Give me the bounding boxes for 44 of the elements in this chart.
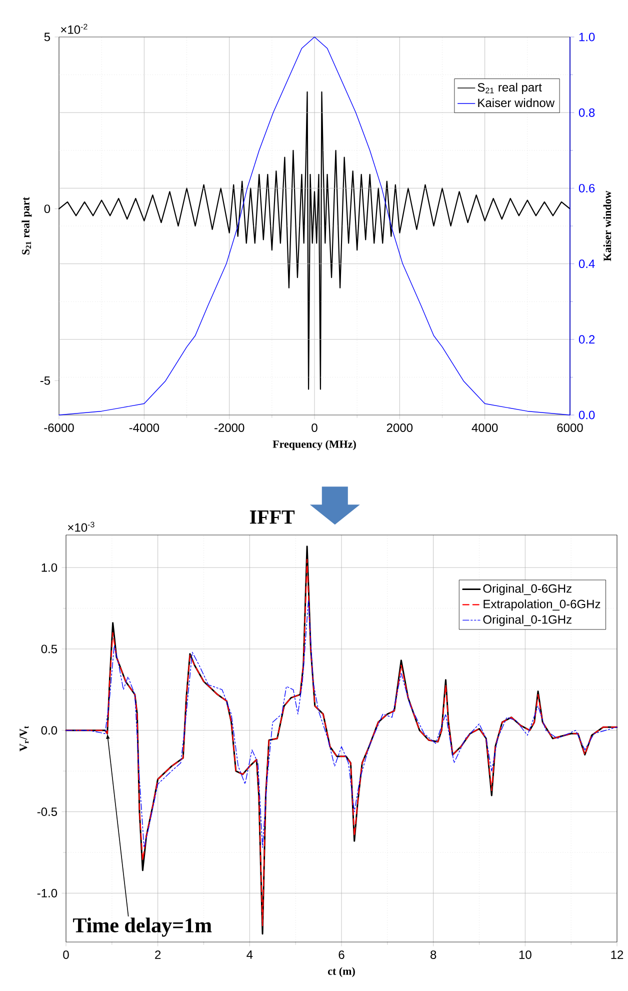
line-series <box>58 36 571 416</box>
text: ×10$^{-2}$ <box>61 24 88 34</box>
x-tick-label: 0 <box>63 950 70 959</box>
y2-axis-title: Kaiser window <box>604 190 612 262</box>
x-tick-label: -2000 <box>214 423 244 432</box>
legend-label: Original_0-1GHz <box>483 614 572 626</box>
x-axis-title: Frequency (MHz) <box>272 440 356 450</box>
legend-label: Original_0-6GHz <box>483 584 572 596</box>
y2-tick-label: 0.4 <box>579 260 595 268</box>
x-tick-label: 10 <box>520 950 532 959</box>
x-tick-label: 12 <box>611 950 624 959</box>
x-tick-label: 0 <box>312 423 318 432</box>
x-tick-label: -4000 <box>130 423 160 432</box>
legend-label: Extrapolation_0-6GHz <box>484 599 600 611</box>
x-tick-label: 4 <box>246 950 253 959</box>
y2-tick-label: 0.6 <box>579 184 595 192</box>
x-tick-label: 6 <box>338 950 344 959</box>
x-tick-label: 6000 <box>557 423 584 432</box>
text: IFFT <box>250 510 295 524</box>
x-tick-label: 4000 <box>472 423 498 432</box>
annotation: Time delay=1m <box>73 918 212 937</box>
legend-label: Kaiser widnow <box>478 98 555 108</box>
y-tick-label: -0.5 <box>38 808 58 816</box>
legend-label: S$_{21}$ real part <box>478 82 542 94</box>
y-axis-title: S$_{21}$ real part <box>22 197 32 254</box>
y-tick-label: 1.0 <box>42 563 58 572</box>
x-tick-label: 2 <box>155 950 161 959</box>
y2-tick-label: 0.0 <box>579 410 595 420</box>
y-tick-label: -5 <box>40 376 50 385</box>
y-tick-label: 0.0 <box>41 726 58 735</box>
y-tick-label: -1.0 <box>38 888 58 898</box>
line-series <box>66 600 618 848</box>
y2-tick-label: 0.8 <box>579 108 595 117</box>
x-tick-label: 2000 <box>387 423 413 432</box>
y-tick-label: 0.5 <box>41 644 58 654</box>
y-tick-label: 0 <box>44 204 50 214</box>
x-tick-label: -6000 <box>44 423 74 432</box>
y2-tick-label: 0.2 <box>579 335 595 344</box>
x-tick-label: 8 <box>430 950 436 959</box>
y2-tick-label: 1.0 <box>580 32 595 42</box>
y-axis-title: V$_{r}$/V$_{t}$ <box>20 726 29 752</box>
y-tick-label: 5 <box>44 32 50 42</box>
x-axis-title: ct (m) <box>328 967 356 978</box>
text: ×10$^{-3}$ <box>68 522 94 532</box>
